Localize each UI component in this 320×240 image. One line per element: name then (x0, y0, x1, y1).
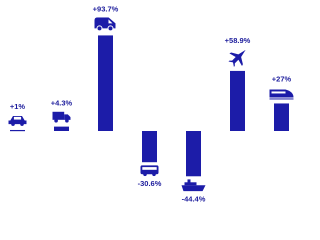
bar (186, 131, 201, 177)
value-label: -44.4% (182, 194, 206, 203)
van-icon (94, 17, 116, 32)
value-label: +27% (272, 74, 292, 83)
page: {"chart_data": {"type": "bar", "categori… (8, 4, 294, 204)
car-icon (8, 115, 27, 126)
bar (274, 103, 289, 131)
bar (10, 129, 25, 132)
value-label: +4.3% (51, 99, 73, 108)
chart: +1% +4.3% +93.7% -30.6% -44.4% +58.9% +27% (8, 4, 294, 203)
value-label: +1% (10, 102, 26, 111)
value-label: +93.7% (93, 4, 119, 13)
truck-icon (52, 111, 71, 123)
ship-icon (181, 179, 206, 192)
train-icon (269, 89, 294, 100)
value-label: -30.6% (138, 179, 162, 188)
bar (230, 70, 245, 131)
bar (54, 126, 69, 131)
bar (98, 35, 113, 132)
plane-icon (228, 49, 246, 67)
value-label: +58.9% (225, 36, 251, 45)
bus-icon (140, 165, 159, 177)
bar (142, 131, 157, 163)
